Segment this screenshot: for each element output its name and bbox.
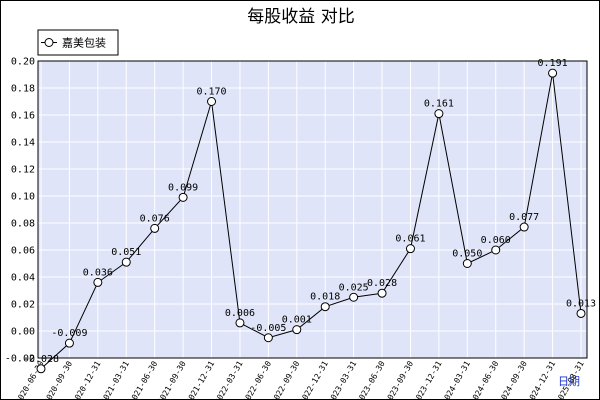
x-axis-unit-label: 日期: [558, 375, 580, 388]
data-label: 0.076: [140, 213, 170, 224]
data-label: 0.018: [310, 292, 340, 303]
x-tick-label: 2022-12-31: [298, 359, 330, 399]
data-label: 0.077: [509, 212, 539, 223]
y-tick-label: 0.12: [11, 165, 35, 176]
data-label: 0.036: [83, 267, 113, 278]
x-tick-label: 2022-09-30: [270, 359, 302, 399]
data-point: [462, 259, 472, 268]
data-label: 0.060: [481, 235, 511, 246]
data-label: 0.061: [395, 234, 425, 245]
data-labels: -0.028 -0.009 0.036 0.051 0.076 0.099 0.170 0.0…: [23, 58, 596, 365]
x-tick-label: 2020-09-30: [42, 359, 74, 399]
x-tick-label: 2022-03-31: [213, 359, 245, 399]
data-label: 0.013: [566, 298, 596, 309]
x-tick-label: 2022-06-30: [241, 359, 273, 399]
x-axis-ticks: 2020-06-302020-09-302020-12-312021-03-31…: [14, 359, 586, 399]
data-label: -0.005: [250, 323, 286, 334]
data-point: [292, 325, 302, 335]
data-label: 0.170: [196, 87, 226, 98]
data-label: 0.001: [282, 315, 312, 326]
y-tick-label: 0.04: [11, 273, 35, 284]
data-point: [320, 302, 330, 312]
data-label: 0.050: [452, 249, 482, 260]
legend-marker: [44, 38, 54, 47]
data-point: [377, 288, 387, 298]
x-tick-label: 2024-06-30: [469, 359, 501, 399]
data-point: [434, 109, 444, 119]
y-tick-label: 0.14: [11, 138, 35, 149]
data-point: [263, 333, 273, 343]
data-point: [93, 277, 103, 287]
x-tick-label: 2024-12-31: [525, 359, 557, 399]
x-tick-label: 2021-12-31: [184, 359, 216, 399]
legend-box: [37, 29, 119, 56]
data-label: 0.025: [339, 282, 369, 293]
x-tick-label: 2021-03-31: [99, 359, 131, 399]
x-tick-label: 2023-06-30: [355, 359, 387, 399]
data-point: [121, 257, 131, 267]
x-tick-label: 2023-09-30: [383, 359, 415, 399]
chart-title: 每股收益 对比: [247, 7, 354, 27]
data-point: [405, 244, 415, 254]
data-point: [150, 223, 160, 233]
data-label: 0.051: [111, 247, 141, 258]
y-tick-label: 0.16: [11, 111, 35, 122]
x-tick-label: 2021-09-30: [156, 359, 188, 399]
data-label: 0.191: [538, 58, 568, 69]
data-point: [519, 222, 529, 232]
x-tick-label: 2020-12-31: [71, 359, 103, 399]
plot-border: [37, 60, 588, 359]
data-point: [548, 68, 558, 78]
series-line: [40, 73, 582, 370]
legend: 嘉美包装: [37, 29, 119, 56]
x-tick-label: 2021-06-30: [128, 359, 160, 399]
data-label: 0.099: [168, 182, 198, 193]
y-tick-label: 0.00: [11, 327, 35, 338]
data-point: [64, 338, 74, 348]
data-point: [576, 308, 586, 318]
legend-entry-label: 嘉美包装: [62, 36, 106, 50]
axes: [37, 60, 588, 359]
data-label: 0.006: [225, 308, 255, 319]
plot-area: [38, 61, 587, 358]
data-point: [491, 245, 501, 255]
data-label: -0.028: [23, 354, 59, 365]
y-tick-label: 0.08: [11, 219, 35, 230]
y-tick-label: -0.02: [5, 354, 35, 365]
data-point: [36, 364, 46, 374]
data-label: 0.161: [424, 99, 454, 110]
x-tick-label: 2023-12-31: [412, 359, 444, 399]
data-point: [349, 292, 359, 302]
data-point: [207, 97, 217, 106]
y-tick-label: 0.06: [11, 246, 35, 257]
data-point: [235, 318, 245, 328]
y-tick-label: 0.20: [11, 57, 35, 68]
series-eps: [36, 68, 586, 374]
x-tick-label: 2024-09-30: [497, 359, 529, 399]
y-tick-label: 0.10: [11, 192, 35, 203]
y-tick-label: 0.02: [11, 300, 35, 311]
data-label: -0.009: [51, 328, 87, 339]
y-tick-label: 0.18: [11, 84, 35, 95]
data-label: 0.028: [367, 278, 397, 289]
y-axis-ticks: -0.02 0.00 0.02 0.04 0.06 0.08 0.10 0.12 0.14 0.1…: [5, 57, 35, 365]
data-point: [178, 192, 188, 202]
x-tick-label: 2024-03-31: [440, 359, 472, 399]
x-tick-label: 2023-03-31: [326, 359, 358, 399]
